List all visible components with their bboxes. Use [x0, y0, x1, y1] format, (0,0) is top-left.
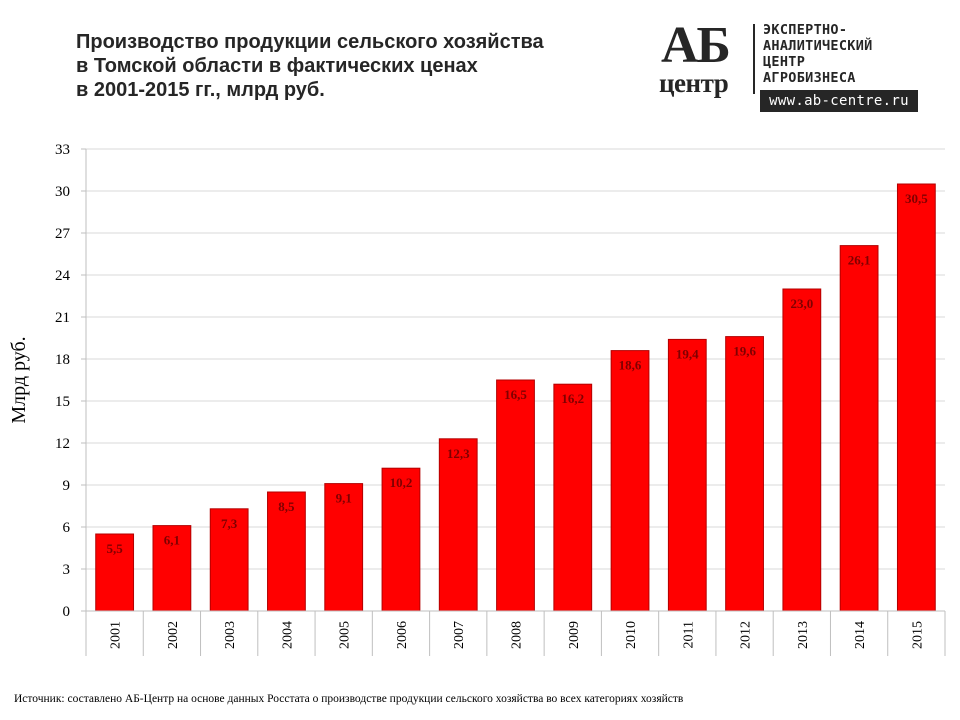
bar-2005 — [324, 483, 364, 612]
bar-2002 — [152, 525, 192, 612]
bars — [95, 183, 936, 612]
x-tick-label-2012: 2012 — [739, 621, 754, 649]
value-labels: 5,5 6,1 7,3 8,5 9,1 10,2 12,3 16,5 16,2 18,6 19,4 1… — [107, 191, 929, 556]
x-tick-label-2007: 2007 — [452, 621, 467, 649]
bar-2007 — [438, 438, 478, 612]
chart-title-line-3: в 2001-2015 гг., млрд руб. — [76, 79, 325, 101]
y-tick-label: 24 — [55, 268, 71, 284]
bar-2003 — [209, 508, 249, 612]
value-label-2012: 19,6 — [733, 344, 756, 359]
y-tick-label: 33 — [55, 142, 70, 158]
y-tick-label: 0 — [63, 604, 71, 620]
value-label-2006: 10,2 — [390, 475, 413, 490]
value-label-2011: 19,4 — [676, 346, 699, 361]
axes — [85, 149, 945, 612]
logo-divider — [753, 24, 755, 94]
value-label-2003: 7,3 — [221, 516, 238, 531]
bar-2010 — [610, 350, 650, 612]
y-tick-label: 21 — [55, 310, 70, 326]
value-label-2010: 18,6 — [619, 358, 642, 373]
y-tick-label: 3 — [63, 562, 71, 578]
value-label-2002: 6,1 — [164, 533, 180, 548]
bar-2015 — [896, 183, 936, 612]
logo-text-line-1: ЭКСПЕРТНО- — [763, 22, 848, 38]
chart-title-line-2: в Томской области в фактических ценах — [76, 55, 478, 77]
x-tick-label-2011: 2011 — [681, 621, 696, 648]
value-label-2013: 23,0 — [790, 296, 813, 311]
x-tick-label-2001: 2001 — [109, 621, 124, 649]
y-axis-ticks: 0 3 6 9 12 15 18 21 24 27 30 33 — [55, 142, 86, 620]
bar-2008 — [496, 379, 535, 612]
y-tick-label: 9 — [63, 478, 71, 494]
bar-chart: 0 3 6 9 12 15 18 21 24 27 30 33 5,5 6,1 7,3 8,5 9,1 10,2… — [55, 142, 946, 656]
y-tick-label: 12 — [55, 436, 70, 452]
x-tick-label-2009: 2009 — [567, 621, 582, 649]
value-label-2001: 5,5 — [107, 541, 124, 556]
logo-url: www.ab-centre.ru — [760, 90, 918, 112]
logo-text-line-4: АГРОБИЗНЕСА — [763, 70, 856, 86]
logo-text: ЭКСПЕРТНО- АНАЛИТИЧЕСКИЙ ЦЕНТР АГРОБИЗНЕ… — [763, 22, 873, 86]
bar-2009 — [553, 383, 593, 612]
x-tick-label-2015: 2015 — [910, 621, 925, 649]
chart-title: Производство продукции сельского хозяйст… — [76, 30, 636, 102]
y-tick-label: 18 — [55, 352, 70, 368]
y-tick-label: 27 — [55, 226, 71, 242]
chart-title-line-1: Производство продукции сельского хозяйст… — [76, 31, 544, 53]
logo-text-line-3: ЦЕНТР — [763, 54, 806, 70]
x-tick-label-2003: 2003 — [223, 621, 238, 649]
value-label-2008: 16,5 — [504, 387, 527, 402]
logo-mark-bottom: центр — [659, 68, 729, 98]
value-label-2014: 26,1 — [848, 253, 871, 268]
logo-mark: АБ центр — [655, 17, 751, 102]
x-tick-label-2002: 2002 — [166, 621, 181, 649]
logo-mark-top: АБ — [661, 17, 731, 74]
logo-text-line-2: АНАЛИТИЧЕСКИЙ — [763, 38, 873, 54]
y-tick-label: 15 — [55, 394, 70, 410]
bar-2014 — [839, 245, 879, 612]
bar-2004 — [267, 491, 306, 612]
value-label-2005: 9,1 — [336, 491, 352, 506]
bar-2012 — [725, 336, 764, 612]
x-tick-label-2008: 2008 — [510, 621, 525, 649]
bar-2011 — [667, 338, 707, 612]
x-tick-label-2014: 2014 — [853, 621, 868, 649]
bar-2013 — [782, 288, 822, 612]
x-axis-ticks: 2001 2002 2003 2004 2005 2006 2007 2008 2009 2010… — [85, 611, 946, 656]
value-label-2004: 8,5 — [278, 499, 295, 514]
ab-centre-logo: АБ центр ЭКСПЕРТНО- АНАЛИТИЧЕСКИЙ ЦЕНТР … — [655, 17, 925, 114]
y-tick-label: 30 — [55, 184, 70, 200]
value-label-2009: 16,2 — [561, 391, 584, 406]
x-tick-label-2004: 2004 — [280, 621, 295, 649]
value-label-2015: 30,5 — [905, 191, 928, 206]
x-tick-label-2010: 2010 — [624, 621, 639, 649]
x-tick-label-2013: 2013 — [796, 621, 811, 649]
bar-2001 — [95, 533, 135, 612]
x-tick-label-2005: 2005 — [338, 621, 353, 649]
value-label-2007: 12,3 — [447, 446, 470, 461]
y-tick-label: 6 — [63, 520, 71, 536]
source-note: Источник: составлено АБ-Центр на основе … — [14, 693, 684, 705]
x-tick-label-2006: 2006 — [395, 621, 410, 649]
